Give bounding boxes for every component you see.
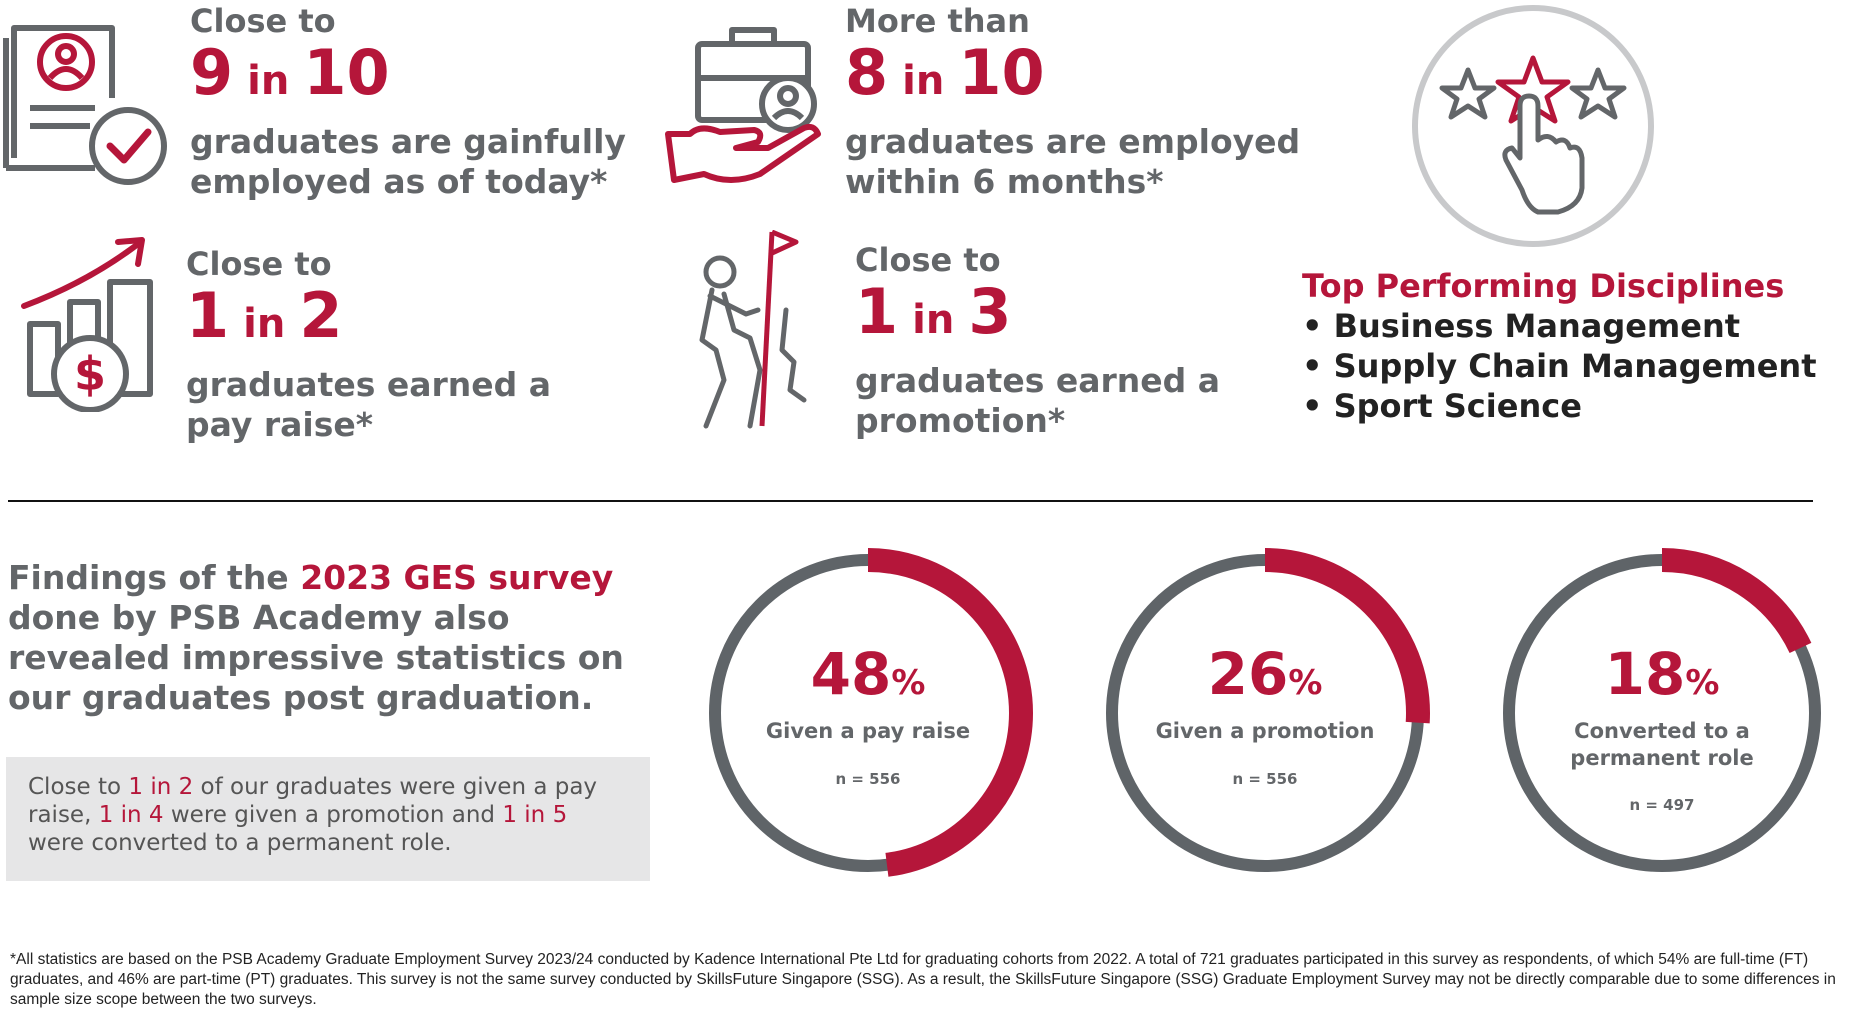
donut-permanent-role: 18% Converted to a permanent role n = 49… (1497, 548, 1827, 878)
donut-sample-size: n = 497 (1629, 796, 1695, 814)
stat-description: graduates earned a promotion* (855, 361, 1221, 440)
list-item: Supply Chain Management (1302, 346, 1817, 386)
list-item: Business Management (1302, 306, 1817, 346)
donut-label: Given a promotion (1155, 719, 1375, 743)
donut-ring (1497, 548, 1827, 878)
stat-prefix: Close to (855, 241, 1001, 279)
donut-arc (703, 548, 1033, 878)
money-growth-icon: $ (21, 237, 153, 412)
donut-pay-raise: 48% Given a pay raise n = 556 (703, 548, 1033, 878)
stat-description: graduates are gainfully employed as of to… (190, 122, 626, 201)
footnote: *All statistics are based on the PSB Aca… (10, 951, 1836, 1008)
donut-label: Given a pay raise (765, 719, 971, 743)
top-disciplines: Top Performing Disciplines Business Mana… (1302, 266, 1817, 426)
stat-employed-today: Close to 9 in 10 graduates are gainfully em… (190, 2, 626, 202)
resume-check-icon (3, 25, 167, 185)
donut-percent: 48% (810, 640, 926, 708)
stat-promotion: Close to 1 in 3 graduates earned a promotio… (855, 241, 1220, 441)
findings-heading: Findings of the 2023 GES survey done by … (8, 558, 624, 717)
svg-text:$: $ (74, 347, 106, 401)
stat-ratio: 8 in 10 (845, 36, 1045, 109)
donut-sample-size: n = 556 (835, 770, 901, 788)
star-touch-icon (1412, 5, 1654, 247)
summary-box: Close to 1 in 2 of our graduates were gi… (6, 757, 650, 881)
donut-sample-size: n = 556 (1232, 770, 1298, 788)
stat-ratio: 1 in 2 (186, 279, 343, 352)
donut-promotion: 26% Given a promotion n = 556 (1100, 548, 1430, 878)
briefcase-hand-icon (665, 27, 821, 183)
donut-label: Converted to a permanent role (1570, 719, 1754, 770)
stat-prefix: Close to (190, 2, 336, 40)
stat-prefix: Close to (186, 245, 332, 283)
stat-prefix: More than (845, 2, 1030, 40)
donut-arc (1100, 548, 1430, 878)
donut-ring (703, 548, 1033, 878)
disciplines-title: Top Performing Disciplines (1302, 267, 1785, 305)
stat-description: graduates earned a pay raise* (186, 365, 552, 444)
stat-description: graduates are employed within 6 months* (845, 122, 1301, 201)
stat-ratio: 9 in 10 (190, 36, 390, 109)
stat-pay-raise: Close to 1 in 2 graduates earned a pay rais… (186, 245, 551, 445)
stat-employed-6-months: More than 8 in 10 graduates are employed wi… (845, 2, 1300, 202)
donut-percent: 18% (1604, 640, 1720, 708)
donut-percent: 26% (1207, 640, 1323, 708)
stat-ratio: 1 in 3 (855, 275, 1012, 348)
list-item: Sport Science (1302, 386, 1817, 426)
donut-arc (1497, 548, 1827, 878)
donut-ring (1100, 548, 1430, 878)
section-divider (8, 500, 1813, 502)
climber-flag-icon (699, 230, 807, 429)
disciplines-list: Business Management Supply Chain Managem… (1302, 306, 1817, 426)
